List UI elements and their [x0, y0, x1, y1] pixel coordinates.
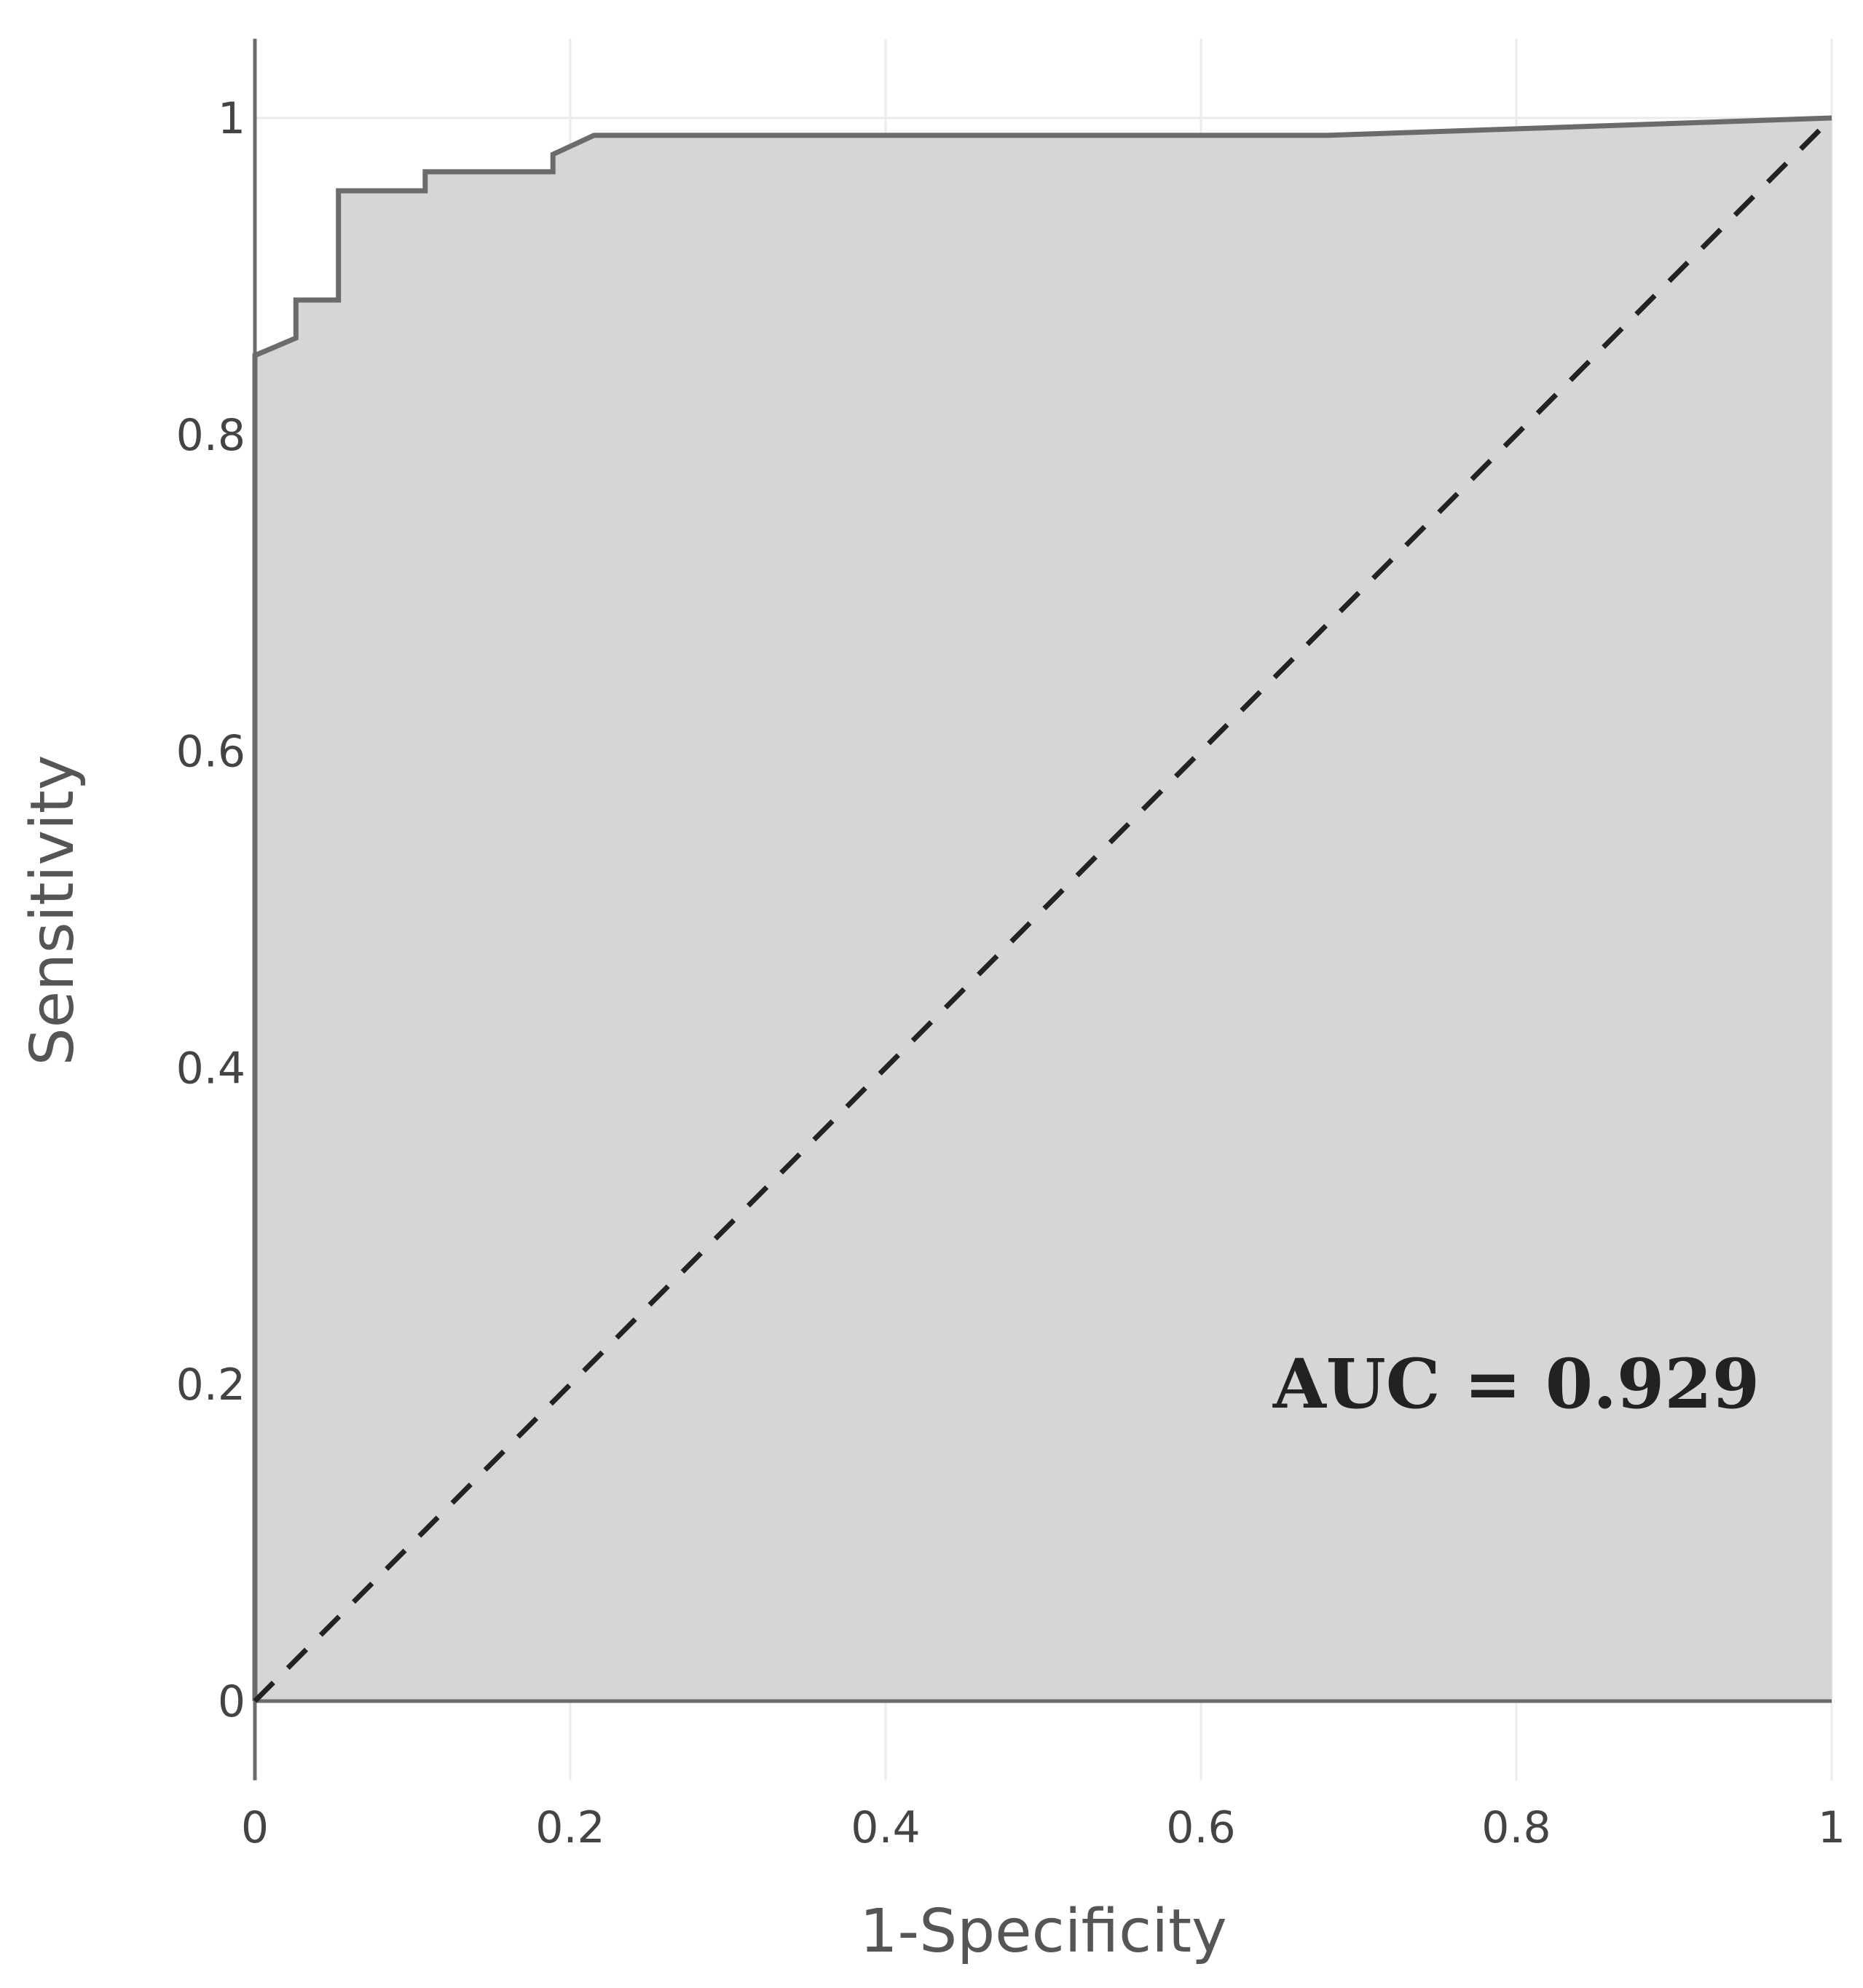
x-tick-label: 1 [1818, 1802, 1846, 1853]
y-tick-label: 0 [218, 1676, 245, 1727]
x-tick-label: 0.6 [1166, 1802, 1235, 1853]
y-tick-label: 0.6 [176, 727, 245, 778]
y-tick-label: 1 [218, 93, 245, 144]
roc-curve-line [252, 115, 1832, 1701]
auc-annotation: AUC = 0.929 [1272, 1344, 1760, 1424]
y-tick-label: 0.8 [176, 410, 245, 461]
x-tick-label: 0.4 [851, 1802, 920, 1853]
roc-area-fill [255, 118, 1832, 1701]
y-tick-labels: 0 0.2 0.4 0.6 0.8 1 [176, 93, 245, 1727]
y-tick-label: 0.4 [176, 1043, 245, 1094]
x-tick-labels: 0 0.2 0.4 0.6 0.8 1 [241, 1802, 1846, 1853]
x-axis-title: 1-Specificity [859, 1897, 1226, 1966]
x-tick-label: 0.8 [1481, 1802, 1551, 1853]
y-tick-label: 0.2 [176, 1360, 245, 1411]
x-tick-label: 0.2 [535, 1802, 604, 1853]
y-axis-title: Sensitivity [18, 755, 87, 1066]
x-tick-label: 0 [241, 1802, 269, 1853]
